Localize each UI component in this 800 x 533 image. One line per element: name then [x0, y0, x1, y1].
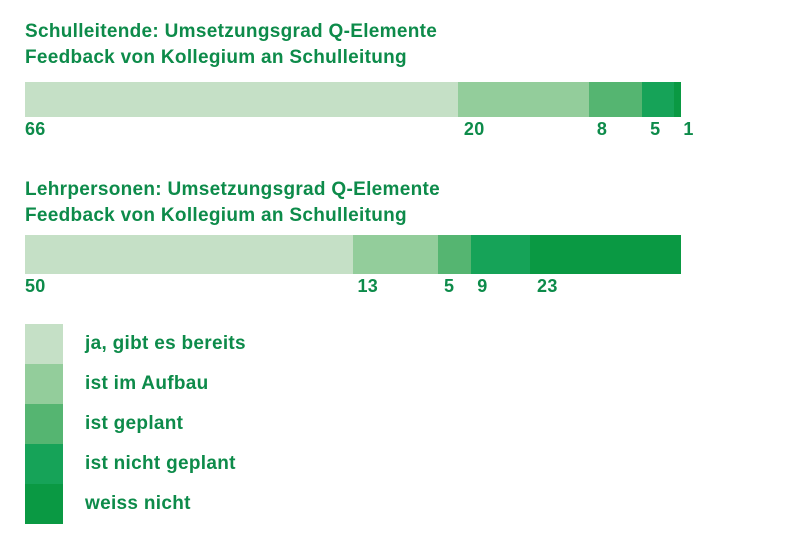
legend-swatch [25, 364, 63, 404]
bar-segment [25, 235, 353, 274]
bar-segment [641, 82, 675, 117]
legend-label: ist geplant [85, 413, 184, 434]
stacked-bar-lehrpersonen [25, 235, 681, 274]
legend-swatch [25, 404, 63, 444]
bar-segment [438, 235, 472, 274]
legend-label: ist nicht geplant [85, 453, 236, 474]
segment-value-label: 50 [25, 276, 46, 296]
legend-item: ist geplant [25, 404, 246, 444]
segment-value-label: 5 [650, 119, 661, 139]
segment-value-label: 66 [25, 119, 46, 139]
bar-segment [530, 235, 681, 274]
legend-item: ist im Aufbau [25, 364, 246, 404]
legend-swatch [25, 484, 63, 524]
bar-segment [25, 82, 458, 117]
segment-value-label: 9 [477, 276, 488, 296]
segment-value-label: 5 [443, 276, 455, 296]
chart-title-lehrpersonen: Lehrpersonen: Umsetzungsgrad Q-Elemente … [25, 177, 725, 229]
legend-label: ist im Aufbau [85, 373, 209, 394]
chart-title-line1: Schulleitende: Umsetzungsgrad Q-Elemente [25, 21, 438, 42]
chart-title-line2: Feedback von Kollegium an Schulleitung [25, 205, 407, 226]
chart-title-line2: Feedback von Kollegium an Schulleitung [25, 47, 407, 68]
bar-segment [471, 235, 531, 274]
legend-item: weiss nicht [25, 484, 246, 524]
segment-value-label: 13 [357, 276, 379, 296]
legend-label: weiss nicht [85, 493, 191, 514]
bar-segment [457, 82, 590, 117]
segment-value-label: 23 [537, 276, 558, 296]
bar-value-labels-lehrpersonen: 50 13 5 9 23 [25, 276, 690, 298]
chart-title-schulleitende: Schulleitende: Umsetzungsgrad Q-Elemente… [25, 19, 725, 71]
legend-item: ist nicht geplant [25, 444, 246, 484]
legend-item: ja, gibt es bereits [25, 324, 246, 364]
bar-segment [674, 82, 681, 117]
chart-title-line1: Lehrpersonen: Umsetzungsgrad Q-Elemente [25, 179, 440, 200]
legend-swatch [25, 324, 63, 364]
legend-label: ja, gibt es bereits [85, 333, 246, 354]
bar-segment [589, 82, 642, 117]
legend: ja, gibt es bereits ist im Aufbau ist gepl… [25, 324, 246, 524]
legend-swatch [25, 444, 63, 484]
segment-value-label: 20 [463, 119, 485, 139]
segment-value-label: 8 [596, 119, 608, 139]
segment-value-label: 1 [683, 119, 694, 139]
stacked-bar-schulleitende [25, 82, 681, 117]
bar-segment [353, 235, 439, 274]
bar-value-labels-schulleitende: 66 20 8 5 1 [25, 119, 694, 141]
